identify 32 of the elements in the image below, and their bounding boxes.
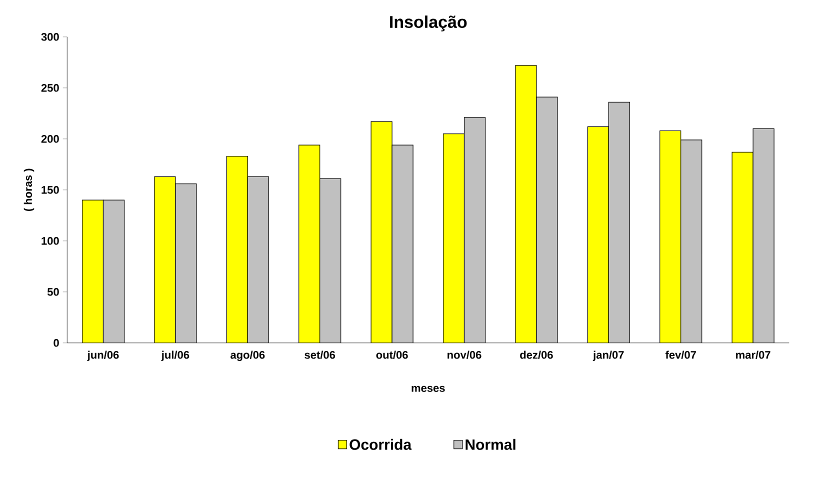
bar [515, 65, 536, 343]
x-tick-label: nov/06 [448, 350, 482, 359]
y-tick-label: 50 [47, 288, 59, 296]
y-axis-title: ( horas ) [24, 168, 34, 212]
bar [154, 176, 176, 343]
legend-label: Ocorrida [350, 438, 412, 450]
x-tick-label: mar/07 [736, 350, 770, 359]
x-tick-label: fev/07 [665, 350, 696, 359]
bar [588, 126, 609, 343]
x-tick-label: jun/06 [87, 350, 119, 361]
x-tick-label: jul/06 [161, 350, 190, 361]
x-tick-label: set/06 [304, 350, 336, 359]
x-tick-label: out/06 [376, 350, 408, 359]
y-tick-label: 200 [41, 135, 59, 143]
bar [732, 152, 754, 343]
x-axis-title: meses [412, 386, 445, 392]
x-tick-label: ago/06 [230, 350, 265, 362]
y-tick-label: 100 [42, 237, 59, 245]
y-tick-label: 0 [54, 339, 59, 347]
legend-label: Normal [466, 438, 516, 450]
bar [226, 156, 248, 343]
y-tick-label: 150 [42, 186, 59, 194]
bar [371, 122, 392, 343]
x-tick-label: dez/06 [520, 350, 553, 359]
y-tick-label: 300 [41, 33, 59, 41]
bar [660, 130, 681, 343]
bar [443, 134, 464, 343]
x-tick-label: jan/07 [592, 350, 624, 361]
chart-title: Insolação [390, 16, 467, 32]
bar [298, 145, 320, 343]
y-tick-label: 250 [41, 84, 59, 92]
bar [82, 200, 104, 343]
